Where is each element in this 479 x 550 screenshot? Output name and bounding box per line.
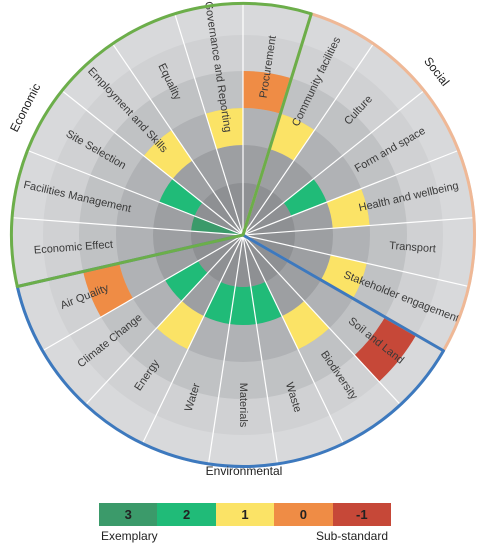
legend-value: 0 [299, 507, 308, 522]
score-cell [159, 178, 203, 217]
category-spoke [242, 42, 375, 236]
score-cell [205, 108, 243, 149]
category-label: Materials [237, 383, 249, 428]
score-cell [320, 255, 367, 299]
section-label: Social [421, 54, 452, 88]
legend-bar: 3 2 1 0 -1 [99, 503, 392, 526]
score-cell [269, 113, 315, 161]
section-outline [15, 233, 445, 468]
score-cell [250, 281, 283, 324]
category-spoke [207, 234, 244, 466]
legend-swatch: 0 [274, 503, 333, 526]
category-spoke [242, 89, 426, 236]
legend-swatch: -1 [332, 503, 392, 526]
score-cell [143, 130, 193, 179]
category-spoke [111, 42, 244, 236]
score-cell [165, 261, 208, 301]
category-spoke [10, 216, 244, 236]
legend-low-label: Exemplary [101, 529, 158, 543]
category-spoke [60, 89, 244, 236]
legend-swatch: 1 [215, 503, 275, 526]
category-label: Transport [389, 240, 436, 255]
score-cell [83, 263, 134, 317]
score-cell [354, 317, 417, 382]
legend-value: 1 [241, 507, 249, 522]
section-outline [10, 2, 313, 289]
category-spoke [242, 234, 402, 407]
category-spoke [242, 234, 471, 288]
category-spoke [242, 234, 345, 446]
category-spoke [242, 234, 279, 466]
legend-swatch: 3 [99, 503, 158, 526]
score-cell [203, 281, 236, 324]
category-spoke [40, 234, 244, 353]
section-label: Environmental [206, 464, 283, 478]
legend-value: 3 [124, 507, 132, 522]
category-spoke [141, 234, 244, 446]
radial-chart: Procurement Community facilitiesCultureFo… [7, 1, 476, 478]
category-spoke [242, 149, 461, 236]
category-spoke [173, 12, 244, 236]
category-spoke [242, 216, 476, 236]
legend: 3 2 1 0 -1 Exemplary Sub-standard [0, 485, 479, 550]
category-label: Economic Effect [33, 239, 113, 257]
score-cell [283, 178, 327, 217]
legend-high-label: Sub-standard [315, 529, 388, 543]
score-cell [229, 286, 257, 326]
category-spoke [84, 234, 244, 407]
score-cell [282, 300, 330, 350]
score-cell [243, 71, 292, 114]
legend-swatch: 2 [157, 503, 216, 526]
score-cell [156, 300, 204, 350]
section-outline [241, 12, 476, 353]
legend-value: 2 [182, 507, 191, 522]
category-spoke [25, 149, 244, 236]
legend-value: -1 [356, 507, 368, 522]
